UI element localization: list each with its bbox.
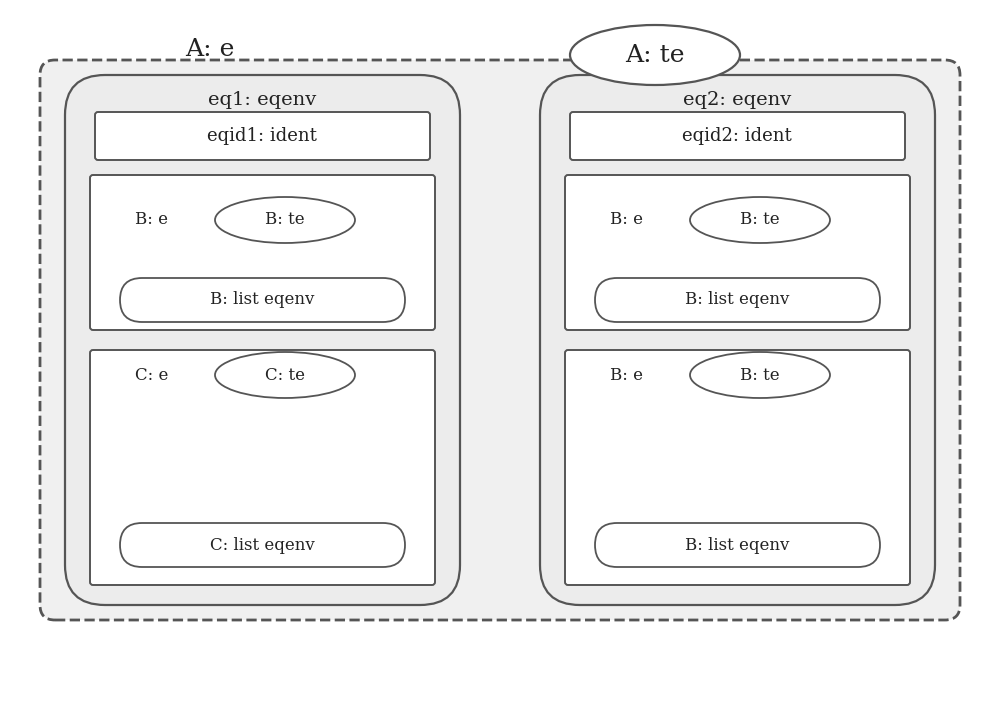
Text: B: te: B: te: [740, 367, 780, 383]
Ellipse shape: [215, 197, 355, 243]
FancyBboxPatch shape: [540, 75, 935, 605]
Text: A: e: A: e: [185, 39, 235, 61]
Text: B: e: B: e: [135, 212, 168, 229]
Text: C: e: C: e: [135, 367, 168, 383]
Text: eqid2: ident: eqid2: ident: [682, 127, 792, 145]
FancyBboxPatch shape: [90, 350, 435, 585]
FancyBboxPatch shape: [40, 60, 960, 620]
FancyBboxPatch shape: [95, 112, 430, 160]
Text: eq2: eqenv: eq2: eqenv: [683, 91, 791, 109]
Text: B: list eqenv: B: list eqenv: [685, 536, 789, 553]
Text: A: te: A: te: [625, 44, 685, 66]
Ellipse shape: [690, 197, 830, 243]
Text: B: list eqenv: B: list eqenv: [210, 292, 314, 308]
Text: C: list eqenv: C: list eqenv: [210, 536, 314, 553]
Text: eq1: eqenv: eq1: eqenv: [208, 91, 316, 109]
Text: B: te: B: te: [265, 212, 305, 229]
FancyBboxPatch shape: [65, 75, 460, 605]
Text: B: e: B: e: [610, 367, 643, 383]
Text: B: e: B: e: [610, 212, 643, 229]
Text: C: te: C: te: [265, 367, 305, 383]
Ellipse shape: [215, 352, 355, 398]
FancyBboxPatch shape: [565, 175, 910, 330]
FancyBboxPatch shape: [90, 175, 435, 330]
Text: B: list eqenv: B: list eqenv: [685, 292, 789, 308]
Text: eqid1: ident: eqid1: ident: [207, 127, 317, 145]
Ellipse shape: [690, 352, 830, 398]
Ellipse shape: [570, 25, 740, 85]
FancyBboxPatch shape: [570, 112, 905, 160]
Text: B: te: B: te: [740, 212, 780, 229]
FancyBboxPatch shape: [120, 278, 405, 322]
FancyBboxPatch shape: [120, 523, 405, 567]
FancyBboxPatch shape: [565, 350, 910, 585]
FancyBboxPatch shape: [595, 523, 880, 567]
FancyBboxPatch shape: [595, 278, 880, 322]
